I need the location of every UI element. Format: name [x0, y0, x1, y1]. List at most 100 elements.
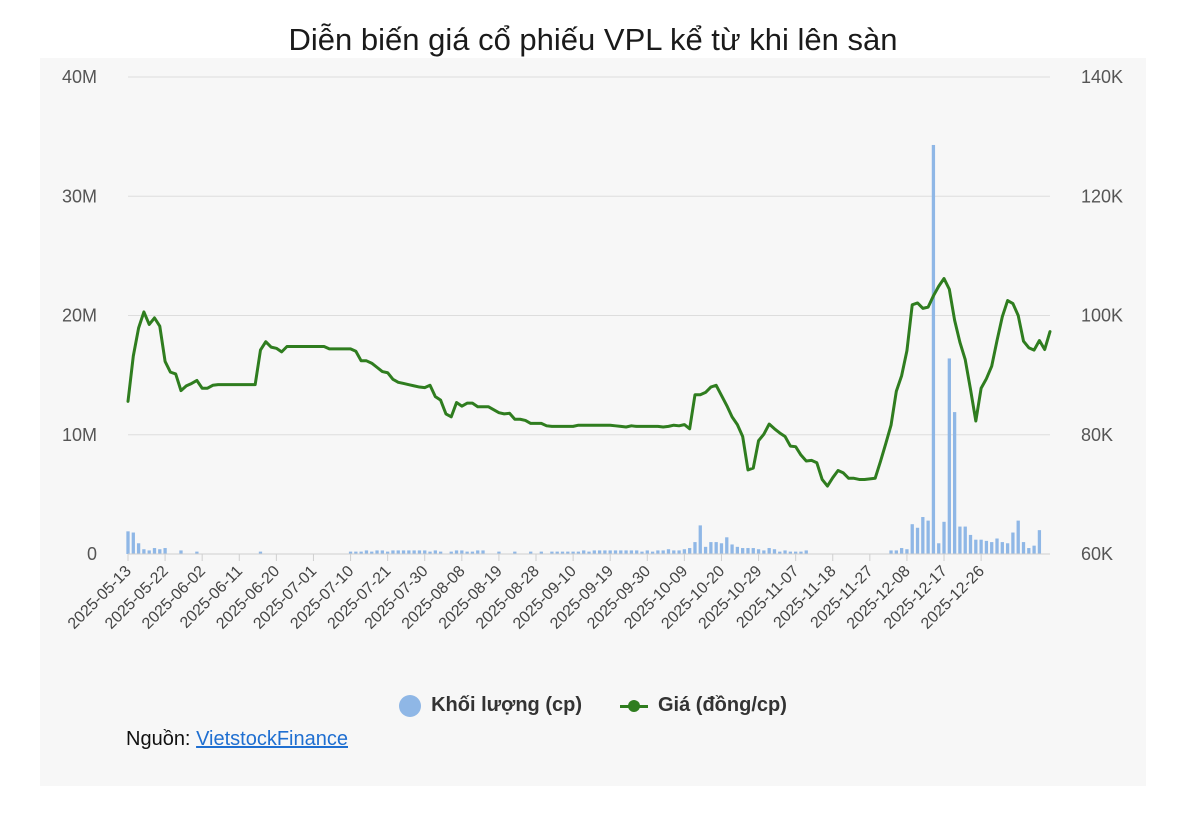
volume-bar: [465, 551, 469, 554]
volume-bar: [131, 532, 135, 554]
volume-bars: [126, 144, 1042, 554]
left-tick-label: 0: [87, 544, 97, 564]
volume-bar: [931, 144, 936, 554]
left-tick-label: 30M: [62, 186, 97, 206]
volume-bar: [126, 531, 130, 554]
volume-bar: [741, 548, 745, 554]
volume-bar: [894, 550, 898, 554]
volume-bar: [672, 550, 676, 554]
volume-bar: [359, 551, 363, 554]
legend-item-price[interactable]: Giá (đồng/cp): [620, 694, 787, 717]
legend-price-dot: [628, 699, 640, 712]
right-tick-label: 60K: [1081, 544, 1113, 564]
volume-bar: [401, 550, 406, 554]
volume-bar: [438, 551, 443, 554]
volume-bar: [529, 551, 533, 554]
volume-bar: [778, 551, 782, 554]
volume-bar: [391, 550, 395, 554]
volume-bar: [592, 550, 596, 554]
volume-bar: [550, 551, 554, 554]
volume-bar: [539, 551, 543, 554]
volume-bar: [375, 550, 379, 554]
source-credit: Nguồn: VietstockFinance: [126, 728, 348, 751]
volume-bar: [386, 551, 390, 554]
volume-bar: [560, 551, 565, 554]
source-prefix: Nguồn:: [126, 728, 197, 750]
volume-bar: [179, 550, 183, 554]
volume-bar: [619, 550, 623, 554]
volume-bar: [804, 550, 808, 554]
volume-bar: [688, 548, 692, 554]
volume-bar: [995, 538, 999, 554]
volume-bar: [635, 550, 639, 554]
volume-bar: [380, 550, 384, 554]
volume-bar: [1016, 520, 1020, 554]
volume-bar: [481, 550, 485, 554]
legend-volume-label: Khối lượng (cp): [431, 694, 582, 716]
right-tick-label: 80K: [1081, 425, 1113, 445]
volume-bar: [915, 527, 920, 554]
chart-panel: [40, 58, 1146, 786]
volume-bar: [719, 543, 724, 554]
legend-volume-symbol: [399, 694, 422, 717]
volume-bar: [905, 549, 909, 554]
volume-bar: [428, 551, 432, 554]
source-link[interactable]: VietstockFinance: [196, 728, 348, 750]
volume-bar: [348, 551, 353, 554]
volume-bar: [730, 544, 734, 554]
volume-bar: [762, 550, 766, 554]
volume-bar: [608, 550, 612, 554]
volume-bar: [799, 551, 803, 554]
volume-bar: [476, 550, 480, 554]
legend-price-symbol: [620, 699, 648, 713]
volume-bar: [661, 550, 665, 554]
volume-bar: [677, 550, 681, 554]
volume-bar: [142, 549, 146, 554]
volume-bar: [258, 551, 263, 554]
volume-bar: [698, 525, 702, 554]
volume-bar: [746, 548, 750, 554]
volume-bar: [693, 542, 697, 554]
volume-bar: [603, 550, 607, 554]
volume-bar: [497, 551, 501, 554]
volume-bar: [460, 550, 464, 554]
volume-bar: [1032, 545, 1036, 554]
x-axis-ticks: 2025-05-132025-05-222025-06-022025-06-11…: [65, 554, 988, 633]
volume-bar: [158, 549, 162, 554]
right-tick-label: 120K: [1081, 186, 1123, 206]
volume-bar: [1021, 542, 1026, 554]
legend-item-volume[interactable]: Khối lượng (cp): [399, 694, 582, 717]
volume-bar: [942, 521, 946, 554]
volume-bar: [1037, 530, 1042, 554]
volume-bar: [984, 540, 989, 554]
volume-bar: [910, 524, 914, 554]
volume-bar: [1005, 543, 1010, 554]
volume-bar: [645, 550, 649, 554]
volume-bar: [582, 550, 586, 554]
volume-bar: [990, 542, 994, 554]
volume-bar: [963, 526, 967, 554]
volume-bar: [629, 550, 634, 554]
volume-bar: [555, 551, 559, 554]
volume-bar: [412, 550, 416, 554]
volume-bar: [650, 551, 655, 554]
price-series: [126, 277, 1052, 488]
volume-bar: [417, 550, 422, 554]
volume-bar: [979, 539, 983, 554]
right-tick-label: 100K: [1081, 306, 1123, 326]
volume-bar: [587, 551, 591, 554]
volume-bar: [147, 550, 151, 554]
volume-bar: [926, 520, 930, 554]
volume-bar: [163, 548, 167, 554]
volume-bar: [449, 551, 453, 554]
volume-bar: [470, 551, 475, 554]
volume-bar: [947, 358, 951, 554]
volume-bar: [709, 542, 713, 554]
volume-bar: [767, 548, 771, 554]
left-tick-label: 20M: [62, 306, 97, 326]
legend: Khối lượng (cp) Giá (đồng/cp): [0, 694, 1186, 717]
grid-layer: [128, 76, 1050, 436]
volume-bar: [423, 550, 427, 554]
volume-bar: [454, 550, 459, 554]
right-axis-ticks: 60K 80K 100K 120K 140K: [1081, 67, 1123, 564]
